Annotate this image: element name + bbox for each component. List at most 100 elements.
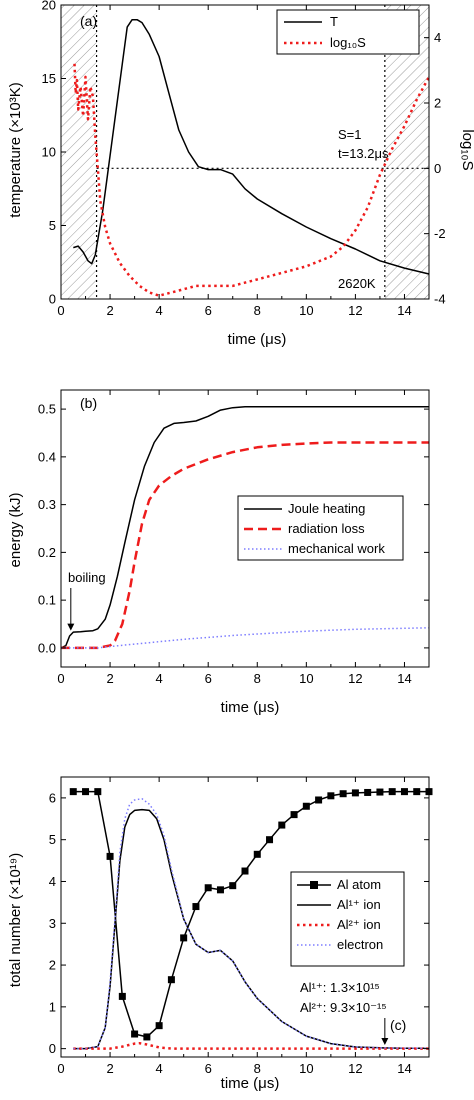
series-marker [241,867,249,875]
panel-b-label: (b) [80,395,97,411]
y-tick-label: 0 [49,292,56,307]
y-tick-label: 10 [42,145,56,160]
panel-a-label: (a) [80,13,97,29]
x-tick-label: 2 [106,671,113,686]
x-tick-label: 4 [156,303,163,318]
y-tick-label: 0 [49,1041,56,1056]
series-line-0 [73,18,430,275]
y-tick-label: 5 [49,218,56,233]
panel-b-series [60,405,430,650]
panel-c-series [69,788,433,1050]
y-tick-label: 0.2 [38,545,56,560]
panel-c-y-ticks: 0 1 2 3 4 5 6 [49,790,429,1056]
panel-c-annotation-al1: Al¹⁺: 1.3×10¹⁵ [300,980,380,995]
y-tick-label: 4 [49,874,56,889]
x-tick-label: 14 [397,303,411,318]
series-marker [143,1033,151,1041]
series-marker [278,821,286,829]
x-tick-label: 14 [397,671,411,686]
panel-a-annotation-s: S=1 [338,127,362,142]
panel-b-legend: Joule heating radiation loss mechanical … [237,495,404,561]
right-tick-label: -4 [434,292,446,307]
x-tick-label: 10 [299,303,313,318]
panel-b-y-ticks: 0.0 0.1 0.2 0.3 0.4 0.5 [38,402,429,655]
panel-a-x-axis-label: time (μs) [228,331,287,348]
panel-b-frame [60,389,430,668]
series-marker [155,1022,163,1030]
panel-a-series [73,18,431,297]
series-line-1 [73,63,431,297]
panel-c-legend-atom: Al atom [337,877,381,892]
x-tick-label: 6 [205,671,212,686]
y-tick-label: 0.3 [38,497,56,512]
panel-b-annotation-boiling: boiling [68,570,106,585]
series-line-2 [73,1041,429,1050]
panel-c-annotation-al2: Al²⁺: 9.3×10⁻¹⁵ [300,1000,387,1015]
x-tick-label: 14 [397,1061,411,1076]
right-tick-label: 2 [434,96,441,111]
x-tick-label: 4 [156,1061,163,1076]
x-tick-label: 6 [205,1061,212,1076]
panel-a-y-ticks: 0 5 10 15 20 [42,0,66,307]
panel-a-right-axis-label: log₁₀S [459,129,474,170]
panel-a-annotation-t: t=13.2μs [338,146,389,161]
series-marker [69,788,77,796]
panel-a: 0 2 4 6 8 10 12 14 0 5 10 15 20 -4 -2 0 2 4 (a) time (μ… [7,0,474,348]
panel-a-y-axis-label: temperature (×10³K) [7,82,24,217]
x-tick-label: 8 [254,1061,261,1076]
series-marker [351,789,359,797]
series-marker [106,852,114,860]
right-tick-label: 0 [434,161,441,176]
y-tick-label: 3 [49,916,56,931]
panel-b-boiling-arrow-head [67,623,75,631]
panel-b: 0 2 4 6 8 10 12 14 0.0 0.1 0.2 0.3 0.4 0.5 (b) time … [7,389,430,716]
right-tick-label: 4 [434,30,441,45]
x-tick-label: 8 [254,303,261,318]
panel-c-y-axis-label: total number (×10¹⁹) [7,853,24,987]
y-tick-label: 0.0 [38,640,56,655]
series-marker [204,884,212,892]
series-marker [400,788,408,796]
series-line-3 [73,797,429,1050]
panel-b-y-axis-label: energy (kJ) [7,492,24,567]
series-marker [388,788,396,796]
series-marker [192,903,200,911]
panel-a-legend-t: T [330,14,338,29]
series-marker [82,788,90,796]
y-tick-label: 0.5 [38,402,56,417]
series-marker [315,796,323,804]
y-tick-label: 0.1 [38,593,56,608]
x-tick-label: 4 [156,671,163,686]
series-line-0 [60,405,429,649]
x-tick-label: 0 [57,671,64,686]
right-tick-label: -2 [434,226,446,241]
panel-b-x-axis-label: time (μs) [221,699,280,716]
series-marker [266,836,274,844]
y-tick-label: 2 [49,958,56,973]
series-marker [302,802,310,810]
x-tick-label: 2 [106,303,113,318]
panel-b-x-ticks: 0 2 4 6 8 10 12 14 [57,390,412,686]
y-tick-label: 20 [42,0,56,13]
y-tick-label: 0.4 [38,449,56,464]
panel-c-x-ticks: 0 2 4 6 8 10 12 14 [57,777,412,1076]
panel-b-legend-mechanical: mechanical work [288,541,385,556]
series-marker [290,811,298,819]
x-tick-label: 12 [348,1061,362,1076]
x-tick-label: 6 [205,303,212,318]
panel-a-x-ticks: 0 2 4 6 8 10 12 14 [57,5,412,318]
series-marker [376,788,384,796]
series-marker [229,882,237,890]
series-marker [413,788,421,796]
panel-a-annotation-temp: 2620K [338,276,376,291]
x-tick-label: 2 [106,1061,113,1076]
panel-c-x-axis-label: time (μs) [221,1075,280,1092]
series-marker [180,934,188,942]
series-marker [327,792,335,800]
y-tick-label: 15 [42,71,56,86]
panel-c-legend-electron: electron [337,937,383,952]
series-marker [131,1030,139,1038]
panel-c-arrow-head [381,1038,389,1045]
